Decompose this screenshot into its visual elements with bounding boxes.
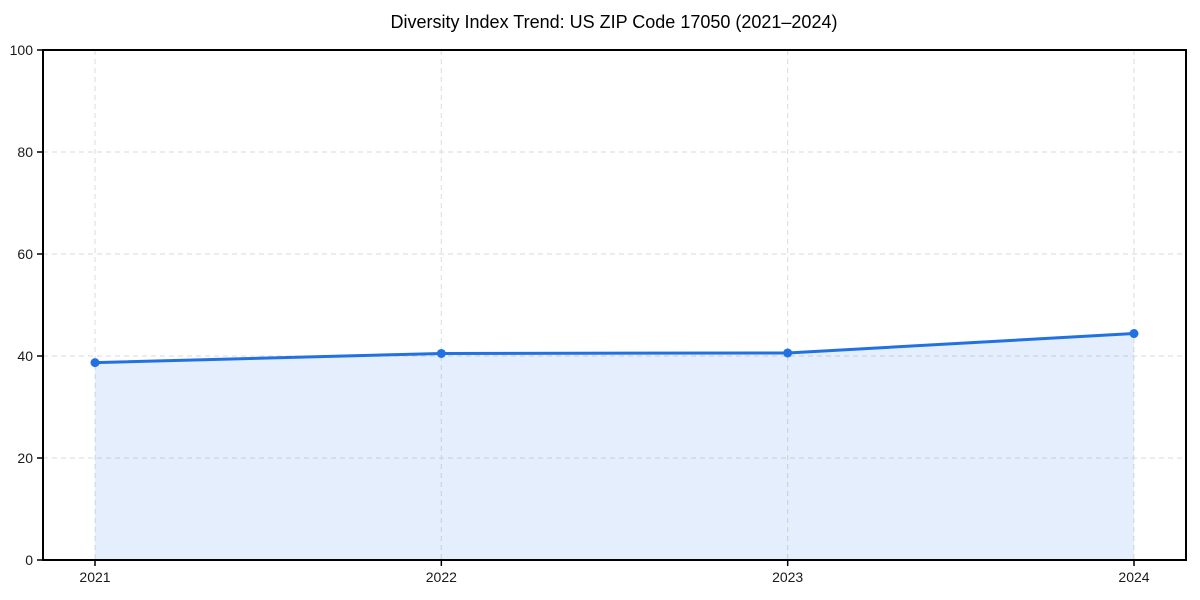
data-point-marker	[90, 358, 100, 368]
data-point-marker	[1129, 329, 1139, 339]
x-axis-tick-label: 2022	[426, 569, 457, 585]
y-axis-tick-label: 80	[17, 144, 33, 160]
y-axis-tick-label: 0	[25, 552, 33, 568]
y-axis-tick-label: 20	[17, 450, 33, 466]
chart-title: Diversity Index Trend: US ZIP Code 17050…	[391, 12, 838, 32]
axes-layer: 0 20 40 60 80 100 2021 2022 2023 2024	[10, 42, 1187, 585]
x-axis-tick-label: 2021	[79, 569, 110, 585]
area-fill	[95, 333, 1134, 560]
y-axis-tick-label: 60	[17, 246, 33, 262]
x-axis-tick-label: 2023	[772, 569, 803, 585]
y-axis-tick-label: 100	[10, 42, 34, 58]
y-axis-tick-label: 40	[17, 348, 33, 364]
plot-border	[42, 49, 1187, 561]
series-layer	[90, 329, 1139, 560]
data-point-marker	[783, 348, 793, 358]
trend-line	[93, 332, 1136, 365]
data-point-marker	[436, 348, 446, 358]
x-axis-tick-label: 2024	[1118, 569, 1149, 585]
